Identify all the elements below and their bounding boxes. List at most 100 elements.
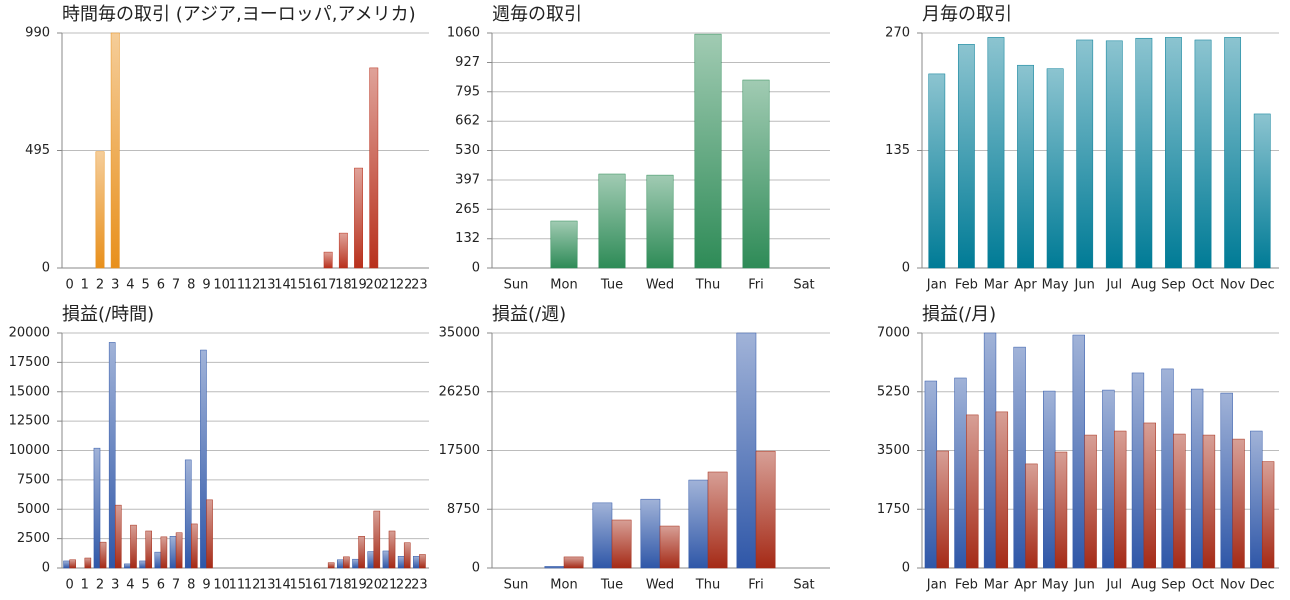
bar: [1253, 113, 1271, 269]
x-tick-label: 8: [187, 278, 195, 293]
y-tick-label: 270: [885, 26, 910, 41]
y-tick-label: 7500: [17, 472, 50, 487]
x-tick-label: 1: [81, 278, 89, 293]
bar: [957, 44, 975, 269]
bar: [694, 33, 722, 269]
x-tick-label: Mon: [550, 578, 577, 593]
x-tick-label: 9: [202, 278, 210, 293]
bar: [352, 558, 359, 569]
bar: [742, 79, 770, 269]
bar: [1143, 422, 1156, 569]
bar: [1135, 37, 1153, 269]
x-tick-label: 13: [259, 578, 276, 593]
y-tick-label: 495: [25, 143, 50, 158]
bar: [338, 232, 348, 269]
bar: [1161, 368, 1174, 569]
bar: [987, 37, 1005, 269]
x-tick-label: Sat: [793, 278, 814, 293]
bar: [1017, 64, 1034, 269]
bar: [419, 554, 426, 569]
x-tick-label: 2: [96, 278, 104, 293]
bar: [1054, 451, 1068, 569]
bar: [124, 563, 131, 569]
bar: [175, 532, 183, 569]
bar: [544, 566, 565, 569]
x-tick-label: 6: [157, 278, 165, 293]
bar: [1194, 39, 1212, 269]
x-tick-label: 7: [172, 278, 180, 293]
bar: [369, 67, 379, 269]
y-tick-label: 8750: [447, 502, 480, 517]
y-tick-label: 1750: [877, 502, 910, 517]
bar: [736, 332, 757, 569]
y-tick-label: 135: [885, 143, 910, 158]
chart-title: 損益(/週): [492, 304, 566, 325]
chart-title: 損益(/時間): [62, 304, 154, 325]
bar: [928, 73, 946, 269]
bar: [924, 380, 938, 569]
bar: [139, 560, 146, 569]
bar: [646, 174, 674, 269]
x-tick-label: 17: [320, 578, 337, 593]
x-tick-label: Oct: [1192, 578, 1214, 593]
x-tick-label: 17: [320, 278, 337, 293]
bar: [382, 550, 390, 569]
x-tick-label: 9: [202, 578, 210, 593]
bar: [108, 342, 116, 569]
x-tick-label: Apr: [1014, 278, 1037, 293]
x-tick-label: Sun: [504, 578, 529, 593]
bar: [983, 332, 997, 569]
bar: [550, 220, 578, 269]
bar: [1102, 389, 1115, 569]
x-tick-label: Thu: [695, 278, 720, 293]
bar: [373, 510, 381, 569]
x-tick-label: 3: [111, 278, 119, 293]
bar: [403, 542, 411, 569]
bar: [69, 559, 76, 569]
y-tick-label: 7000: [877, 326, 910, 341]
x-tick-label: Jan: [926, 578, 947, 593]
bar: [1250, 430, 1263, 569]
x-tick-label: 21: [381, 578, 398, 593]
x-tick-label: 11: [229, 278, 246, 293]
x-tick-label: 12: [244, 278, 261, 293]
x-tick-label: 22: [396, 578, 413, 593]
x-tick-label: 20: [365, 578, 382, 593]
y-tick-label: 0: [472, 261, 480, 276]
x-tick-label: May: [1042, 278, 1069, 293]
bar: [640, 498, 661, 569]
x-tick-label: 23: [411, 278, 428, 293]
x-tick-label: 13: [259, 278, 276, 293]
y-tick-label: 132: [455, 231, 480, 246]
x-tick-label: 16: [305, 278, 322, 293]
x-tick-label: 5: [142, 278, 150, 293]
y-tick-label: 15000: [9, 384, 50, 399]
x-tick-label: 7: [172, 578, 180, 593]
x-tick-label: Aug: [1131, 578, 1156, 593]
x-tick-label: Fri: [748, 278, 764, 293]
x-tick-label: Sun: [504, 278, 529, 293]
bar: [160, 536, 168, 569]
x-tick-label: Mon: [550, 278, 577, 293]
y-tick-label: 5250: [877, 384, 910, 399]
x-tick-label: 3: [111, 578, 119, 593]
y-tick-label: 927: [455, 55, 480, 70]
y-tick-label: 0: [902, 261, 910, 276]
x-tick-label: Dec: [1250, 278, 1275, 293]
chart-title: 時間毎の取引 (アジア,ヨーロッパ,アメリカ): [62, 4, 416, 25]
bar: [1165, 37, 1182, 269]
x-tick-label: Mar: [984, 578, 1009, 593]
bar: [388, 530, 396, 569]
bar: [63, 560, 70, 569]
bar: [611, 519, 632, 569]
x-tick-label: Sep: [1161, 278, 1186, 293]
x-tick-label: 15: [289, 578, 306, 593]
bar: [1173, 433, 1186, 569]
y-tick-label: 20000: [9, 326, 50, 341]
y-tick-label: 1060: [447, 26, 480, 41]
chart-title: 週毎の取引: [492, 4, 582, 25]
x-tick-label: 16: [305, 578, 322, 593]
bar: [323, 251, 333, 269]
bar: [1084, 434, 1097, 569]
bar: [1114, 430, 1127, 569]
